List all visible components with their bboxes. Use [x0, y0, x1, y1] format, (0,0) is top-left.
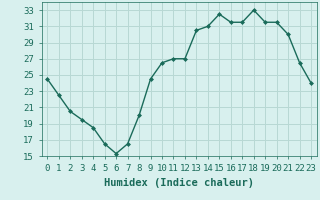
X-axis label: Humidex (Indice chaleur): Humidex (Indice chaleur)	[104, 178, 254, 188]
